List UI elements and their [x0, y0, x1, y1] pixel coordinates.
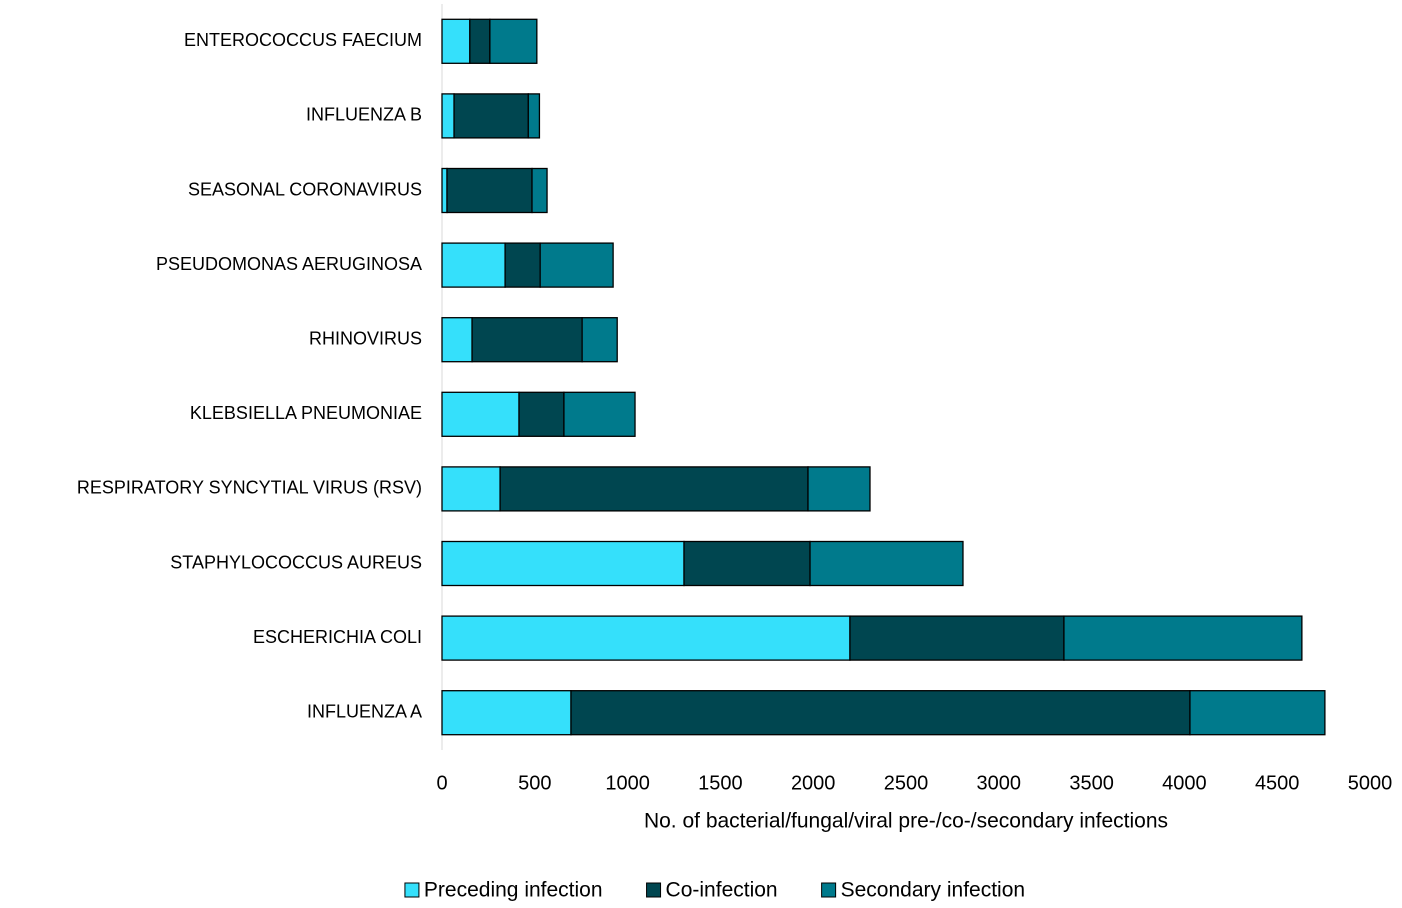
y-tick-label: ENTEROCOCCUS FAECIUM — [184, 30, 422, 50]
bar-segment — [849, 615, 1065, 661]
x-tick-label: 4000 — [1162, 772, 1207, 794]
bar-segment — [683, 540, 811, 587]
legend: Preceding infection Co-infection Secondary… — [404, 879, 1025, 902]
bar-segment — [570, 690, 1191, 736]
x-tick-label: 500 — [518, 772, 551, 794]
bar-segment — [504, 242, 541, 288]
y-tick-label: RHINOVIRUS — [309, 328, 422, 348]
x-tick-label: 2000 — [791, 772, 836, 794]
legend-label: Preceding infection — [424, 879, 603, 902]
bar-segment — [809, 540, 964, 587]
y-tick-label: SEASONAL CORONAVIRUS — [188, 179, 422, 199]
bar-segment — [581, 317, 618, 363]
legend-label: Secondary infection — [841, 879, 1025, 902]
y-tick-label: RESPIRATORY SYNCYTIAL VIRUS (RSV) — [77, 478, 422, 498]
y-tick-label: PSEUDOMONAS AERUGINOSA — [156, 254, 422, 274]
bar-segment — [453, 93, 529, 139]
bar-segment — [441, 242, 506, 288]
bar-segment — [446, 167, 533, 214]
bar-segment — [471, 317, 583, 363]
legend-swatch — [646, 882, 662, 898]
x-tick-label: 1000 — [605, 772, 650, 794]
bar-segment — [441, 18, 471, 64]
x-tick-label: 3000 — [977, 772, 1022, 794]
bar-segment — [441, 93, 455, 139]
bar-segment — [539, 242, 614, 288]
y-tick-label: KLEBSIELLA PNEUMONIAE — [190, 403, 422, 423]
bar-segment — [441, 466, 501, 512]
y-tick-label: ESCHERICHIA COLI — [253, 627, 422, 647]
x-axis-title: No. of bacterial/fungal/viral pre-/co-/s… — [644, 810, 1168, 833]
bar-segment — [527, 93, 541, 139]
bar-segment — [441, 690, 572, 736]
bar-segment — [1063, 615, 1303, 661]
x-tick-label: 0 — [436, 772, 447, 794]
legend-label: Co-infection — [666, 879, 778, 902]
bar-segment — [807, 466, 871, 512]
legend-swatch — [404, 882, 420, 898]
x-tick-label: 4500 — [1255, 772, 1300, 794]
x-tick-label: 2500 — [884, 772, 929, 794]
bar-segment — [441, 317, 473, 363]
bar-segment — [499, 466, 809, 512]
bar-segment — [1189, 690, 1326, 736]
bar-segment — [441, 391, 520, 437]
x-tick-label: 1500 — [698, 772, 743, 794]
bar-segment — [441, 615, 851, 661]
bar-segment — [441, 540, 685, 587]
legend-swatch — [821, 882, 837, 898]
bar-segment — [531, 167, 548, 214]
y-tick-label: INFLUENZA A — [307, 701, 422, 721]
x-tick-label: 5000 — [1348, 772, 1393, 794]
bar-segment — [469, 18, 491, 64]
y-tick-label: STAPHYLOCOCCUS AUREUS — [170, 552, 422, 572]
bar-segment — [441, 167, 448, 214]
y-tick-label: INFLUENZA B — [306, 105, 422, 125]
bar-segment — [518, 391, 565, 437]
bar-segment — [489, 18, 538, 64]
bar-segment — [563, 391, 636, 437]
x-tick-label: 3500 — [1069, 772, 1114, 794]
